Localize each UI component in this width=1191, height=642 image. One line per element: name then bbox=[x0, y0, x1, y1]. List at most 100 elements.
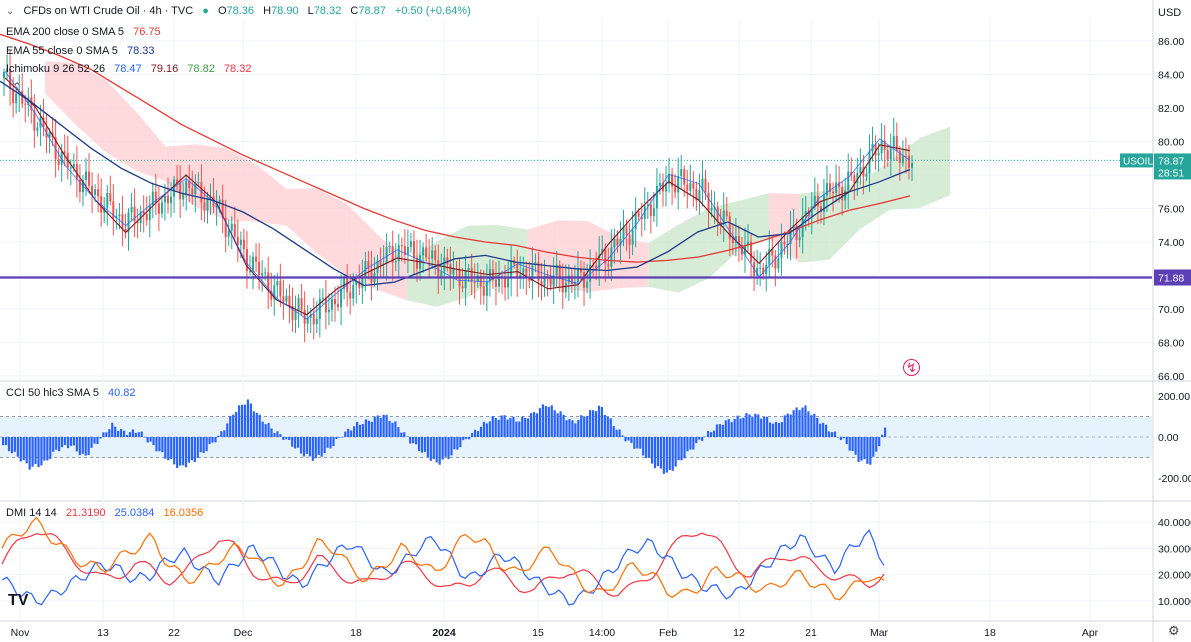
ichimoku-cloud-segment bbox=[678, 208, 709, 293]
cci-bar bbox=[63, 437, 67, 445]
cci-bar bbox=[586, 415, 589, 437]
cci-bar bbox=[763, 416, 766, 437]
cci-bar bbox=[143, 437, 146, 438]
candle-body bbox=[689, 182, 692, 191]
ichimoku-legend[interactable]: Ichimoku 9 26 52 26 78.47 79.16 78.82 78… bbox=[6, 63, 257, 75]
cci-bar bbox=[600, 407, 604, 437]
cci-bar bbox=[503, 415, 506, 437]
ichimoku-cloud-segment bbox=[316, 188, 347, 276]
dmi-minus-value: 16.0356 bbox=[163, 507, 204, 519]
candle-body bbox=[270, 290, 273, 300]
cci-bar bbox=[780, 422, 783, 437]
candle-body bbox=[904, 155, 907, 157]
cci-bar bbox=[565, 420, 568, 437]
cci-bar bbox=[423, 437, 427, 452]
cci-bar bbox=[662, 437, 665, 474]
dmi-legend[interactable]: DMI 14 14 21.3190 25.0384 16.0356 bbox=[6, 507, 209, 519]
candle-body bbox=[613, 238, 616, 248]
candle-body bbox=[321, 297, 324, 299]
candle-body bbox=[886, 149, 889, 160]
settings-gear-icon[interactable]: ⚙ bbox=[1168, 623, 1180, 638]
collapse-chevron-icon[interactable]: ⌄ bbox=[6, 6, 15, 17]
candle-body bbox=[701, 178, 704, 191]
candle-body bbox=[224, 217, 227, 237]
candle-body bbox=[394, 261, 397, 263]
symbol-title[interactable]: CFDs on WTI Crude Oil · 4h · TVC bbox=[23, 5, 194, 17]
cci-bar bbox=[441, 437, 444, 460]
cci-bar bbox=[341, 437, 344, 438]
cci-bar bbox=[863, 437, 866, 460]
cci-bar bbox=[807, 411, 810, 437]
ema200-legend[interactable]: EMA 200 close 0 SMA 5 76.75 bbox=[6, 26, 167, 38]
currency-label[interactable]: USD bbox=[1158, 7, 1182, 19]
cci-bar bbox=[612, 426, 615, 437]
cci-legend[interactable]: CCI 50 hlc3 SMA 5 40.82 bbox=[6, 387, 142, 399]
cci-bar bbox=[827, 431, 831, 437]
ichimoku-cloud-segment bbox=[195, 144, 226, 221]
cci-bar bbox=[527, 418, 530, 437]
candle-body bbox=[218, 199, 221, 205]
candle-body bbox=[267, 272, 270, 291]
ohlc-high: H78.90 bbox=[263, 5, 299, 17]
cci-bar bbox=[677, 437, 680, 461]
time-tick-label: 21 bbox=[805, 627, 817, 639]
candle-body bbox=[324, 297, 327, 313]
candle-body bbox=[334, 298, 337, 305]
cci-bar bbox=[786, 413, 789, 437]
candle-body bbox=[652, 208, 655, 217]
cci-bar bbox=[267, 423, 270, 437]
cci-bar bbox=[296, 437, 300, 448]
cci-bar bbox=[2, 437, 5, 446]
cci-bar bbox=[66, 437, 70, 449]
candle-body bbox=[203, 202, 206, 211]
cci-bar bbox=[450, 437, 453, 456]
cci-bar bbox=[506, 419, 509, 437]
price-tick-label: 76.00 bbox=[1158, 204, 1184, 216]
cci-bar bbox=[819, 423, 822, 437]
candle-body bbox=[889, 146, 892, 160]
cci-bar bbox=[373, 416, 376, 437]
cci-bar bbox=[196, 437, 199, 458]
candle-body bbox=[327, 309, 330, 313]
cci-bar bbox=[594, 411, 598, 437]
cci-bar bbox=[665, 437, 668, 473]
candle-body bbox=[504, 277, 507, 288]
candle-body bbox=[282, 296, 285, 302]
cci-bar bbox=[842, 437, 845, 439]
candle-body bbox=[264, 272, 267, 274]
cci-bar bbox=[656, 437, 660, 467]
cci-bar bbox=[712, 430, 716, 437]
flash-event-icon[interactable]: ↯ bbox=[903, 359, 920, 376]
cci-bar bbox=[532, 412, 536, 437]
candle-body bbox=[622, 226, 625, 239]
ichimoku-base-value: 79.16 bbox=[150, 63, 179, 75]
ema55-label: EMA 55 close 0 SMA 5 bbox=[6, 45, 118, 57]
ema55-legend[interactable]: EMA 55 close 0 SMA 5 78.33 bbox=[6, 45, 160, 57]
candle-body bbox=[716, 207, 719, 222]
cci-bar bbox=[190, 437, 193, 461]
ichimoku-cloud-segment bbox=[829, 182, 860, 260]
candle-body bbox=[179, 183, 182, 200]
candle-body bbox=[750, 241, 753, 263]
cci-bar bbox=[822, 422, 825, 437]
cci-bar bbox=[370, 421, 373, 437]
price-tick-label: 68.00 bbox=[1158, 338, 1184, 350]
cci-bar bbox=[479, 426, 483, 437]
candle-body bbox=[476, 275, 479, 282]
cci-bar bbox=[621, 435, 624, 437]
dmi-tick-label: 40.0000 bbox=[1158, 517, 1191, 529]
cci-bar bbox=[34, 437, 37, 464]
candle-body bbox=[868, 151, 871, 174]
cci-bar bbox=[648, 437, 651, 458]
candle-body bbox=[695, 188, 698, 201]
candle-body bbox=[567, 275, 570, 283]
cci-bar bbox=[559, 411, 562, 437]
candle-body bbox=[540, 280, 543, 287]
tradingview-logo[interactable]: TV bbox=[8, 592, 29, 609]
candle-body bbox=[446, 257, 449, 265]
cci-bar bbox=[618, 429, 621, 437]
collapse-legend-chevron-icon[interactable]: ⌃ bbox=[12, 80, 23, 94]
candle-body bbox=[285, 295, 288, 302]
